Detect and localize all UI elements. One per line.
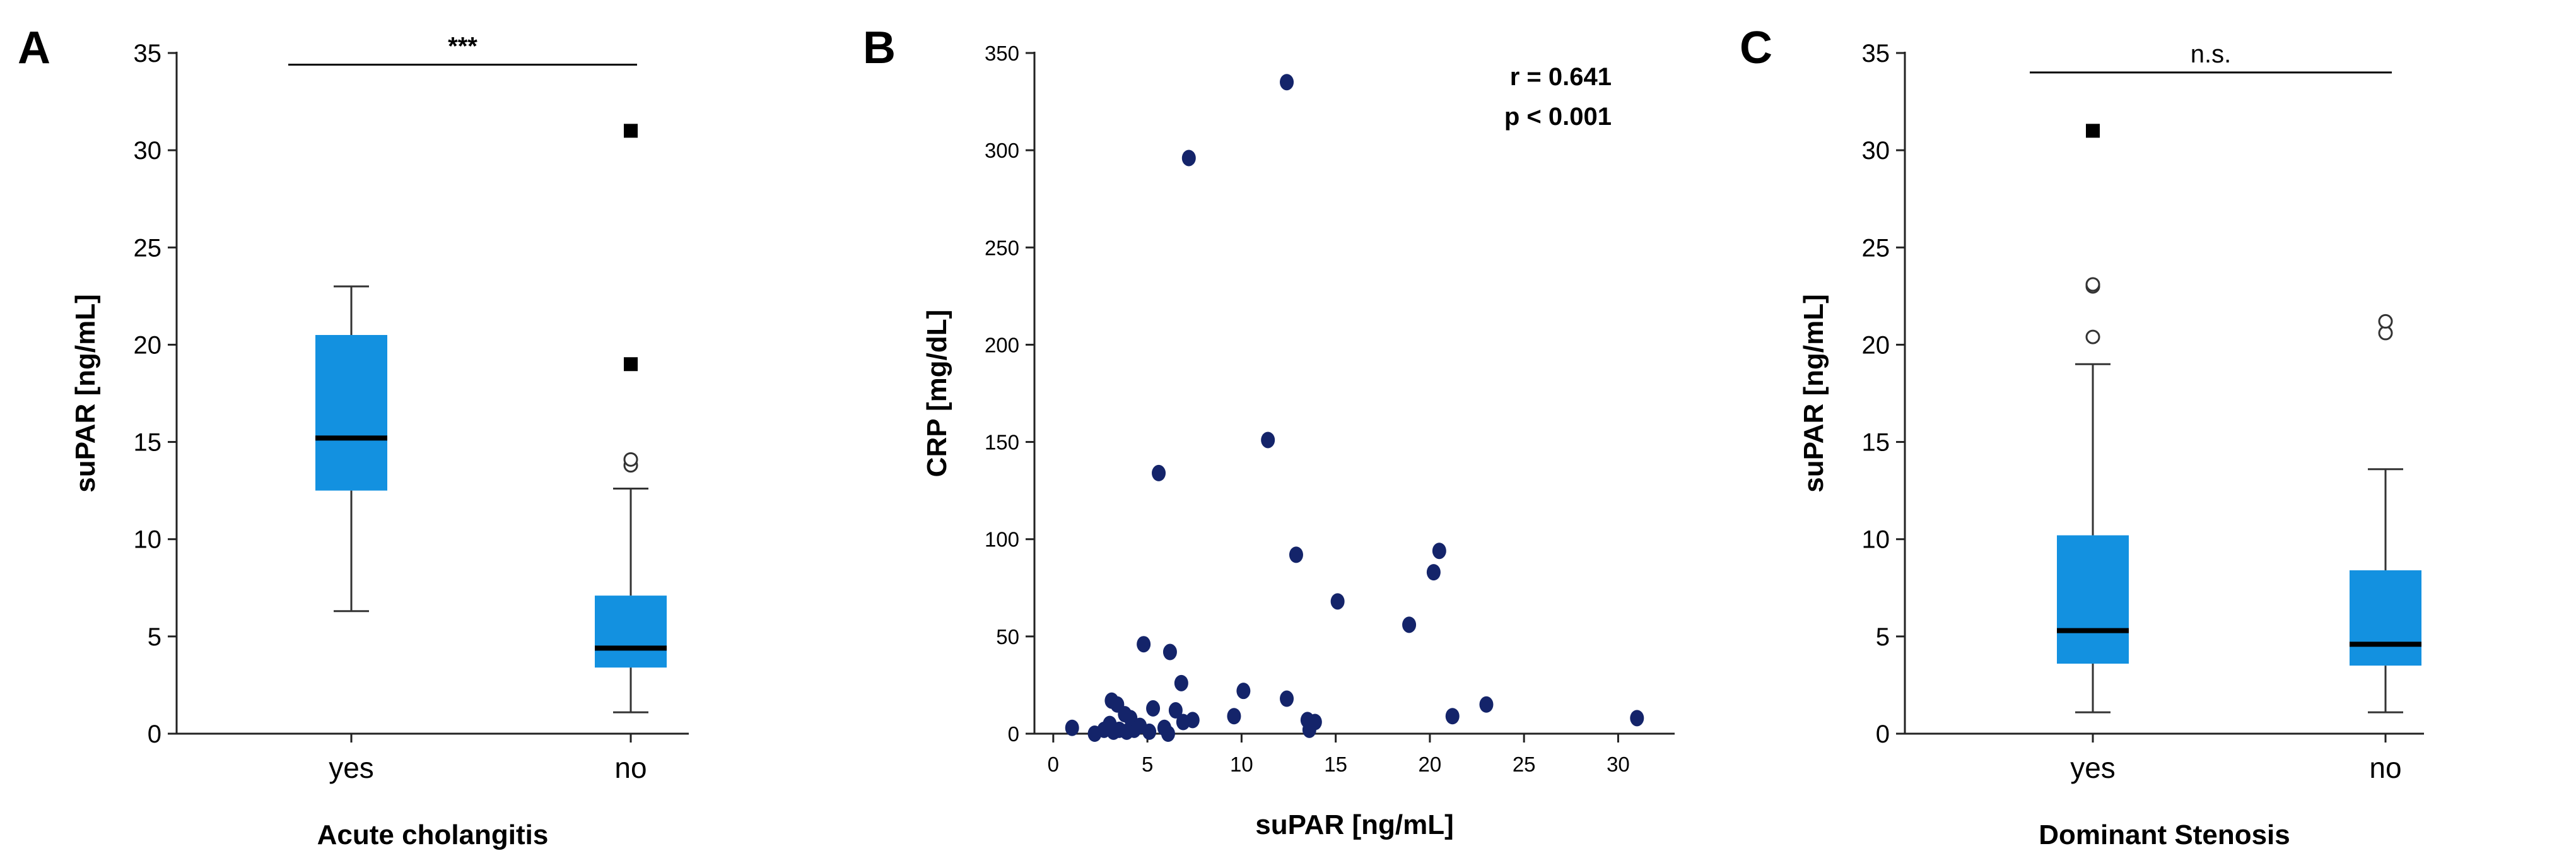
y-tick-label-b-200: 200 [985,333,1019,356]
scatter-point-34 [1302,721,1316,738]
x-tick-label-b-30: 30 [1607,753,1630,776]
y-tick-label-c-10: 10 [1862,526,1890,554]
scatter-point-22 [1630,710,1644,727]
scatter-point-2 [1261,432,1275,449]
scatter-point-4 [1289,546,1303,563]
y-axis-title-c: suPAR [ng/mL] [1798,294,1829,493]
scatter-point-18 [1168,702,1183,719]
y-tick-label-b-0: 0 [1008,722,1019,746]
panel-b: B CRP [mg/dL] suPAR [ng/mL] r = 0.641 p … [863,23,1675,840]
correlation-p-label: p < 0.001 [1504,103,1612,131]
x-tick-label-a-no: no [614,751,647,784]
panel-letter-c: C [1740,23,1772,73]
y-axis-title-a: suPAR [ng/mL] [70,294,101,493]
scatter-point-16 [1479,696,1494,713]
scatter-point-38 [1161,725,1175,742]
x-tick-label-b-0: 0 [1048,753,1059,776]
y-tick-label-c-15: 15 [1862,429,1890,457]
scatter-point-40 [1106,723,1121,740]
scatter-point-5 [1432,543,1446,560]
x-tick-label-a-yes: yes [329,751,374,784]
scatter-point-12 [1236,683,1251,700]
extreme-a-no-0 [624,357,638,372]
scatter-point-6 [1426,564,1441,581]
scatter-point-33 [1065,719,1079,736]
x-tick-label-b-5: 5 [1142,753,1153,776]
x-axis-title-b: suPAR [ng/mL] [1255,809,1454,840]
x-tick-label-b-15: 15 [1324,753,1347,776]
x-tick-label-c-yes: yes [2070,751,2116,784]
scatter-point-11 [1174,674,1188,691]
box-a-no [595,596,667,668]
y-tick-label-b-250: 250 [985,236,1019,259]
scatter-point-1 [1181,150,1196,167]
panel-c: C suPAR [ng/mL] Dominant Stenosis 0 5 10 15… [1740,23,2424,850]
plot-area-c: 0 5 10 15 20 25 30 35 yes no n.s. [1862,40,2424,784]
y-tick-label-c-25: 25 [1862,234,1890,262]
y-tick-label-a-20: 20 [134,331,162,359]
outlier-c-yes-0 [2085,329,2100,344]
y-tick-label-b-300: 300 [985,139,1019,162]
y-tick-label-c-35: 35 [1862,40,1890,68]
scatter-point-10 [1162,643,1177,660]
outlier-c-yes-2 [2085,277,2100,292]
significance-label-a: *** [448,32,477,60]
plot-area-b: 0 50 100 150 200 250 300 350 0 5 10 15 20 25 30 [985,42,1675,776]
significance-label-c: n.s. [2191,40,2231,68]
scatter-point-0 [1280,74,1294,91]
y-tick-label-a-25: 25 [134,234,162,262]
y-axis-title-b: CRP [mg/dL] [922,310,952,478]
y-tick-label-c-5: 5 [1876,623,1890,651]
y-tick-label-a-0: 0 [148,720,161,748]
panel-a: A suPAR [ng/mL] Acute cholangitis 0 5 10 15… [18,23,689,850]
scatter-point-39 [1087,725,1102,742]
y-tick-label-b-50: 50 [996,625,1019,649]
scatter-point-9 [1137,636,1151,653]
y-tick-label-b-100: 100 [985,528,1019,551]
y-tick-label-a-35: 35 [134,40,162,68]
y-tick-label-c-30: 30 [1862,137,1890,165]
scatter-point-13 [1280,690,1294,707]
x-tick-label-b-25: 25 [1513,753,1536,776]
x-axis-title-c: Dominant Stenosis [2039,819,2290,850]
y-tick-label-a-30: 30 [134,137,162,165]
y-tick-label-a-5: 5 [148,623,161,651]
box-a-yes [315,335,387,491]
x-axis-title-a: Acute cholangitis [317,819,549,850]
scatter-point-20 [1227,708,1241,725]
scatter-point-21 [1445,708,1460,725]
y-tick-label-c-20: 20 [1862,331,1890,359]
y-tick-label-b-350: 350 [985,42,1019,65]
scatter-point-37 [1120,723,1134,740]
scatter-point-17 [1146,700,1161,717]
scatter-point-29 [1176,713,1190,731]
x-tick-label-b-10: 10 [1230,753,1253,776]
x-tick-label-c-no: no [2369,751,2401,784]
outlier-c-no-1 [2378,314,2393,329]
y-tick-label-a-10: 10 [134,526,162,554]
extreme-c-yes-0 [2086,124,2100,138]
y-tick-label-a-15: 15 [134,429,162,457]
panel-letter-a: A [18,23,50,73]
scatter-point-8 [1402,616,1417,633]
x-tick-label-b-20: 20 [1419,753,1442,776]
y-tick-label-c-0: 0 [1876,720,1890,748]
scatter-point-7 [1330,593,1345,610]
outlier-a-no-1 [623,452,638,467]
box-c-yes [2057,535,2129,664]
scatter-point-3 [1152,464,1166,481]
extreme-a-no-1 [624,124,638,138]
box-c-no [2350,570,2421,666]
panel-letter-b: B [863,23,896,73]
correlation-r-label: r = 0.641 [1510,63,1612,91]
y-tick-label-b-150: 150 [985,431,1019,454]
plot-area-a: 0 5 10 15 20 25 30 35 yes no *** [134,32,689,784]
scatter-point-36 [1142,723,1157,740]
